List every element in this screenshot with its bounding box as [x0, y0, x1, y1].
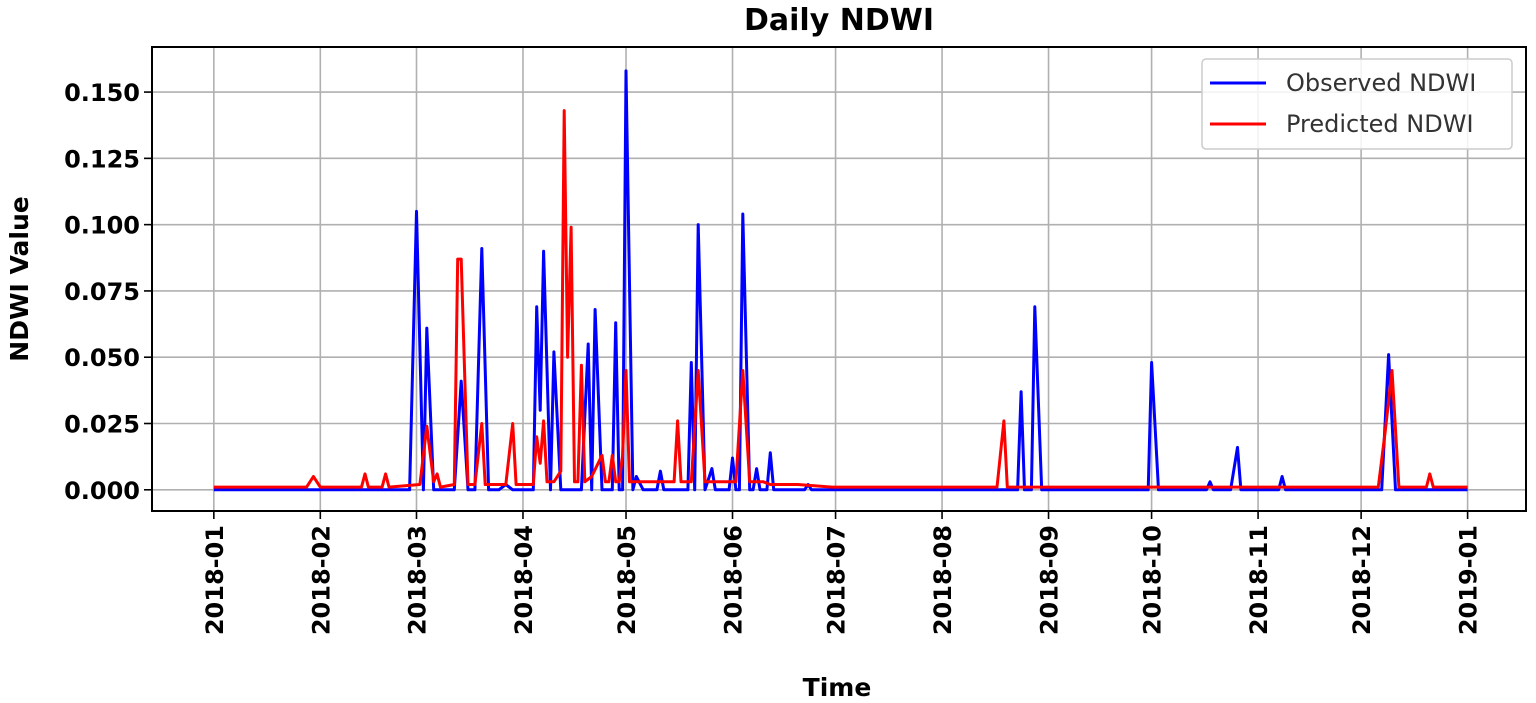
x-tick-label: 2018-12	[1348, 525, 1376, 635]
y-tick-label: 0.025	[64, 411, 140, 439]
legend-box	[1201, 58, 1513, 150]
y-axis-ticks: 0.000 0.025 0.050 0.075 0.100 0.125 0.150	[64, 79, 152, 505]
plot-frame	[151, 46, 1527, 512]
x-tick-label: 2018-11	[1245, 525, 1273, 635]
x-tick-label: 2018-05	[613, 525, 641, 635]
y-tick-label: 0.050	[64, 344, 140, 372]
y-axis-label: NDWI Value	[5, 196, 34, 361]
legend: Observed NDWI Predicted NDWI	[1201, 58, 1513, 150]
x-axis-ticks: 2018-01 2018-02 2018-03 2018-04 2018-05 2018-…	[201, 511, 1483, 635]
legend-label-observed: Observed NDWI	[1286, 69, 1476, 97]
y-tick-label: 0.000	[64, 477, 140, 505]
x-tick-label: 2019-01	[1455, 525, 1483, 635]
chart-title: Daily NDWI	[744, 3, 934, 38]
x-tick-label: 2018-01	[201, 525, 229, 635]
series-line-observed	[213, 69, 1468, 492]
x-tick-label: 2018-02	[307, 525, 335, 635]
x-tick-label: 2018-10	[1139, 525, 1167, 635]
y-tick-label: 0.125	[64, 145, 140, 173]
x-tick-label: 2018-09	[1036, 525, 1064, 635]
x-tick-label: 2018-03	[403, 525, 431, 635]
series-line-predicted	[213, 109, 1468, 489]
x-tick-label: 2018-08	[929, 525, 957, 635]
y-tick-label: 0.150	[64, 79, 140, 107]
y-tick-label: 0.100	[64, 212, 140, 240]
x-tick-label: 2018-04	[510, 525, 538, 635]
series-lines	[213, 69, 1468, 492]
x-tick-label: 2018-06	[720, 525, 748, 635]
legend-label-predicted: Predicted NDWI	[1286, 110, 1474, 138]
y-tick-label: 0.075	[64, 278, 140, 306]
x-axis-label: Time	[803, 673, 872, 702]
x-tick-label: 2018-07	[823, 525, 851, 635]
